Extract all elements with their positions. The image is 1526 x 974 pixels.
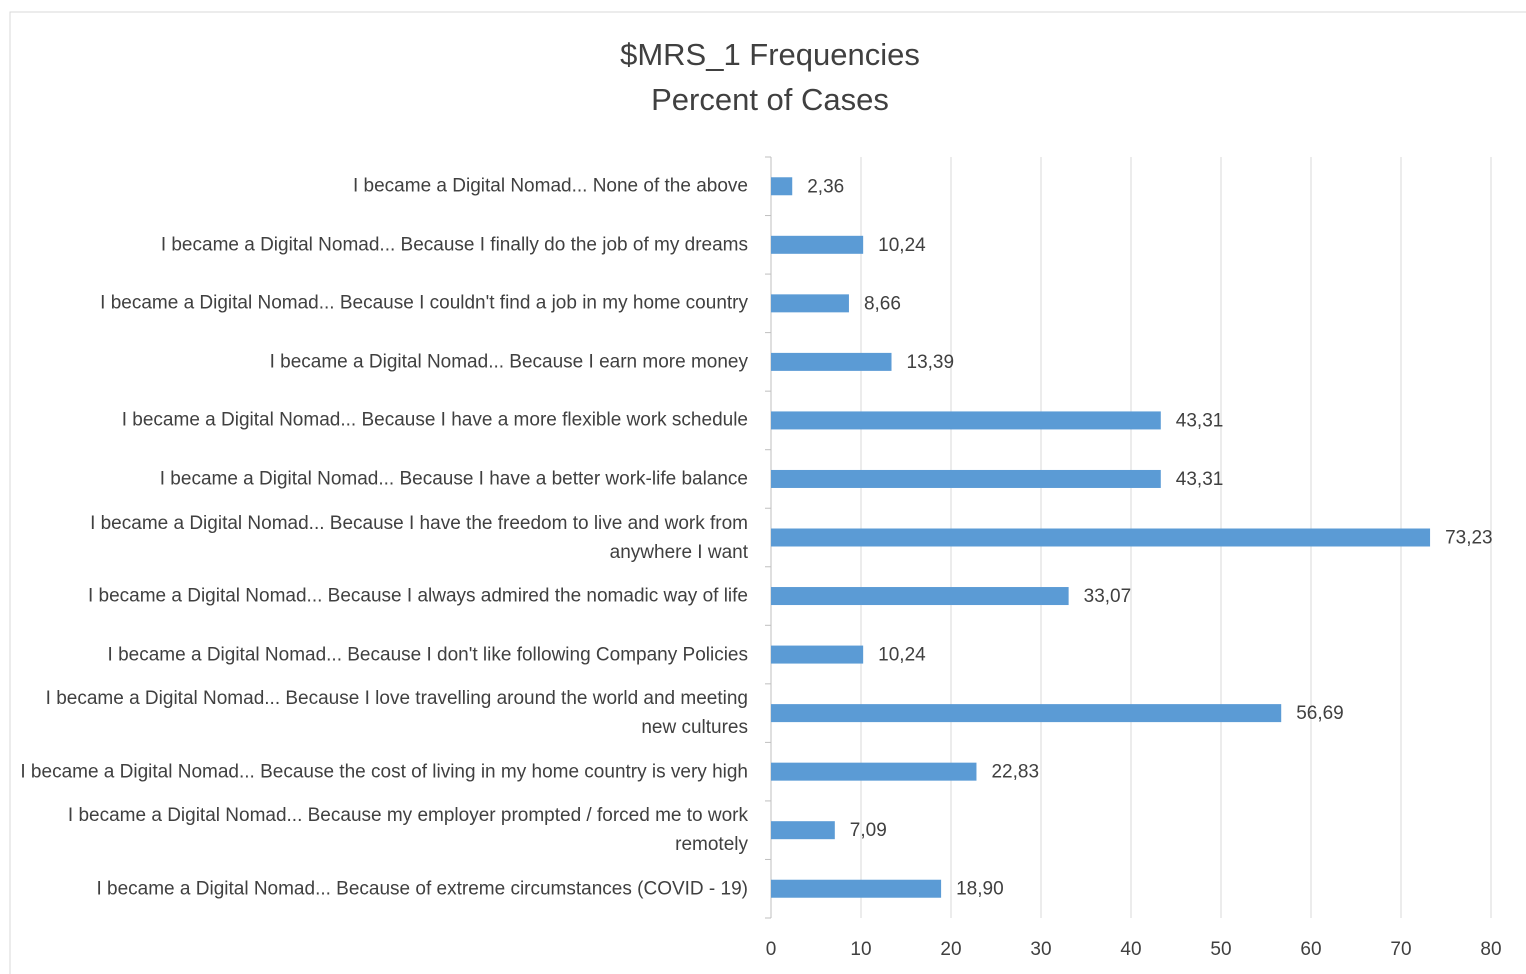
data-label: 43,31: [1176, 410, 1224, 431]
x-tick-label: 40: [1120, 939, 1141, 960]
bar: [771, 704, 1282, 723]
x-tick-label: 70: [1390, 939, 1411, 960]
bar: [771, 645, 864, 664]
data-label: 7,09: [850, 820, 887, 841]
y-tick-label: I became a Digital Nomad... Because the …: [20, 761, 748, 783]
x-tick-label: 60: [1300, 939, 1321, 960]
bar: [771, 587, 1069, 606]
y-tick-label: I became a Digital Nomad... Because I do…: [107, 644, 748, 666]
x-tick-label: 80: [1480, 939, 1501, 960]
bar: [771, 821, 835, 840]
x-tick-label: 10: [850, 939, 871, 960]
bar: [771, 235, 864, 254]
bar: [771, 528, 1431, 547]
data-label: 13,39: [907, 352, 955, 373]
y-tick-label: I became a Digital Nomad... Because I lo…: [45, 688, 748, 739]
x-tick-label: 20: [940, 939, 961, 960]
data-label: 73,23: [1445, 528, 1493, 549]
chart-subtitle: Percent of Cases: [651, 82, 889, 117]
chart-frame: [9, 11, 1526, 974]
chart-title: $MRS_1 Frequencies: [620, 37, 920, 72]
y-tick-label: I became a Digital Nomad... Because I co…: [100, 292, 748, 314]
data-label: 43,31: [1176, 469, 1224, 490]
y-tick-label: I became a Digital Nomad... Because I al…: [87, 585, 748, 607]
y-tick-label: I became a Digital Nomad... Because of e…: [96, 878, 748, 900]
y-tick-label: I became a Digital Nomad... Because my e…: [67, 805, 748, 856]
y-tick-label: I became a Digital Nomad... Because I ha…: [159, 468, 748, 490]
y-tick-label: I became a Digital Nomad... Because I fi…: [160, 234, 748, 256]
data-label: 8,66: [864, 293, 901, 314]
y-tick-label: I became a Digital Nomad... Because I ha…: [121, 409, 748, 431]
data-label: 56,69: [1296, 703, 1344, 724]
data-label: 33,07: [1084, 586, 1132, 607]
x-tick-label: 30: [1030, 939, 1051, 960]
x-tick-label: 0: [766, 939, 777, 960]
bar: [771, 177, 793, 196]
bar: [771, 469, 1161, 488]
bar: [771, 879, 942, 898]
bar: [771, 411, 1161, 430]
data-label: 18,90: [956, 879, 1004, 900]
data-label: 22,83: [991, 762, 1039, 783]
y-tick-label: I became a Digital Nomad... None of the …: [352, 175, 748, 197]
bar: [771, 294, 849, 313]
x-tick-label: 50: [1210, 939, 1231, 960]
y-tick-label: I became a Digital Nomad... Because I ha…: [90, 512, 748, 563]
bar: [771, 762, 977, 781]
bar: [771, 352, 892, 371]
y-tick-label: I became a Digital Nomad... Because I ea…: [269, 351, 748, 373]
data-label: 10,24: [878, 235, 926, 256]
data-label: 10,24: [878, 645, 926, 666]
data-label: 2,36: [807, 176, 844, 197]
